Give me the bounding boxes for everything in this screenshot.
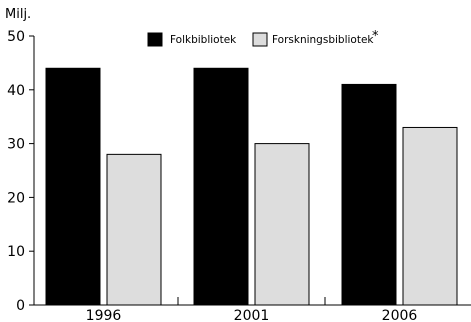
legend-label-forskningsbibliotek: Forskningsbibliotek [272,34,374,46]
legend-label-folkbibliotek: Folkbibliotek [170,34,237,46]
y-axis-unit-label: Milj. [5,7,31,22]
legend-swatch-folkbibliotek [147,32,163,47]
y-tick-label: 10 [7,244,25,260]
bar-forskningsbibliotek-1996 [106,153,162,306]
y-tick-label: 0 [16,298,25,314]
y-axis: 0 10 20 30 40 50 [7,29,35,314]
y-tick-label: 50 [7,29,25,45]
bars [45,67,458,306]
legend-footnote-marker: * [372,29,379,44]
bar-folkbibliotek-2001 [193,67,249,306]
x-tick-label: 2006 [382,308,418,322]
bar-forskningsbibliotek-2001 [254,143,310,306]
legend: Folkbibliotek Forskningsbibliotek * [147,29,379,47]
bar-folkbibliotek-2006 [341,83,397,306]
bar-folkbibliotek-1996 [45,67,101,306]
legend-swatch-forskningsbibliotek [252,32,268,47]
x-axis: 1996 2001 2006 [34,297,471,322]
x-tick-label: 2001 [234,308,270,322]
y-tick-label: 30 [7,137,25,153]
bar-forskningsbibliotek-2006 [402,126,458,306]
y-tick-label: 20 [7,190,25,206]
x-tick-label: 1996 [86,308,122,322]
y-tick-label: 40 [7,83,25,99]
